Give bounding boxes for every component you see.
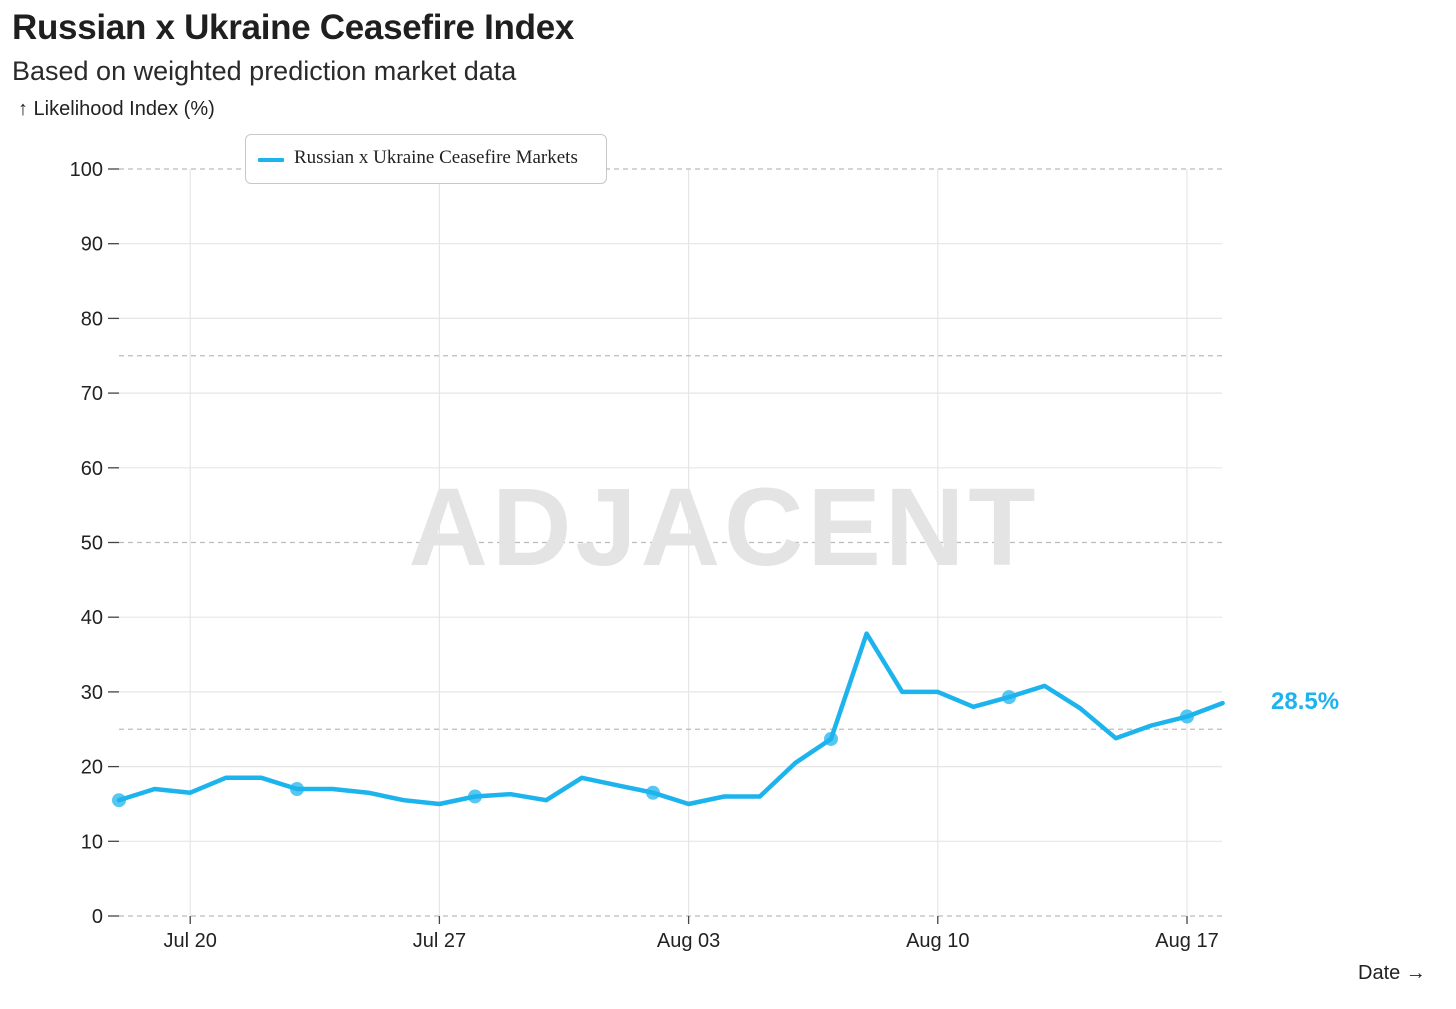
data-point-marker — [468, 789, 482, 804]
y-tick-label: 100 — [70, 159, 103, 181]
y-tick-label: 90 — [81, 234, 103, 256]
latest-value-label: 28.5% — [1271, 688, 1340, 715]
x-tick-label: Aug 03 — [657, 930, 720, 952]
chart-title: Russian x Ukraine Ceasefire Index — [12, 8, 575, 47]
watermark: ADJACENT — [409, 466, 1040, 589]
x-axis-label: Date → — [1358, 962, 1426, 984]
legend-label: Russian x Ukraine Ceasefire Markets — [294, 147, 578, 168]
y-tick-label: 60 — [81, 458, 103, 480]
data-point-marker — [290, 782, 304, 797]
chart-subtitle: Based on weighted prediction market data — [12, 56, 517, 86]
x-tick-label: Aug 17 — [1155, 930, 1218, 952]
y-tick-label: 30 — [81, 682, 103, 704]
data-point-marker — [112, 793, 126, 808]
legend-swatch — [258, 158, 284, 162]
series-line — [116, 631, 1225, 807]
y-axis-label: ↑ Likelihood Index (%) — [18, 98, 215, 120]
data-point-marker — [824, 731, 838, 746]
data-point-marker — [646, 785, 660, 800]
y-tick-label: 10 — [81, 831, 103, 853]
y-tick-label: 50 — [81, 533, 103, 555]
legend: Russian x Ukraine Ceasefire Markets — [245, 134, 607, 184]
series-layer — [112, 631, 1225, 808]
y-tick-label: 20 — [81, 757, 103, 779]
data-point-marker — [1180, 709, 1194, 724]
grid-lines — [119, 168, 1222, 916]
data-point-marker — [1002, 690, 1016, 705]
x-tick-label: Aug 10 — [906, 930, 969, 952]
y-tick-label: 0 — [92, 906, 103, 928]
x-tick-label: Jul 20 — [164, 930, 217, 952]
axes: 0 10 20 30 40 50 60 70 80 90 100 Jul 20 Jul 27 Aug 03… — [70, 159, 1222, 952]
y-tick-label: 40 — [81, 607, 103, 629]
y-tick-label: 70 — [81, 383, 103, 405]
x-tick-label: Jul 27 — [413, 930, 466, 952]
y-tick-label: 80 — [81, 308, 103, 330]
